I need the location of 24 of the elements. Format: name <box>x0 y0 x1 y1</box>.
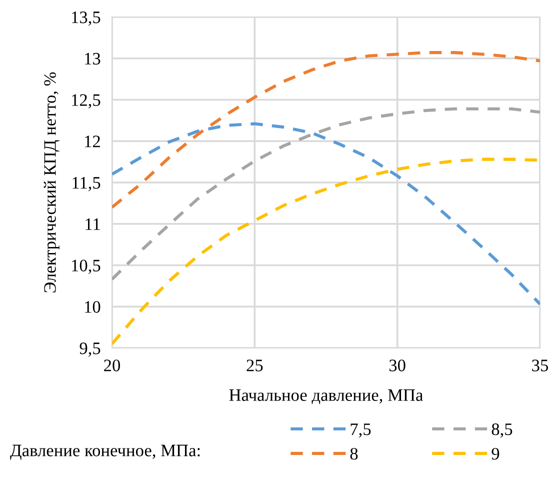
x-tick-label: 25 <box>246 360 263 372</box>
line-series <box>112 107 540 281</box>
legend-label: 7,5 <box>350 424 371 438</box>
legend-title: Давление конечное, МПа: <box>10 444 200 460</box>
x-tick-label: 30 <box>389 360 406 372</box>
y-tick-label: 10 <box>85 301 100 313</box>
y-tick-label: 12,5 <box>72 94 100 108</box>
y-axis-title: Электрический КПД нетто, % <box>44 72 60 292</box>
y-tick-label: 12 <box>85 136 100 148</box>
y-tick-label: 9,5 <box>80 342 100 357</box>
legend-label: 8 <box>350 448 358 460</box>
legend-label: 9 <box>492 448 500 460</box>
y-tick-label: 13 <box>85 52 100 65</box>
legend-label: 8,5 <box>492 423 512 438</box>
x-tick-label: 35 <box>532 360 548 372</box>
x-tick-label: 20 <box>104 360 120 372</box>
y-tick-label: 11 <box>86 218 100 230</box>
line-series <box>112 158 540 346</box>
line-series <box>112 51 540 209</box>
y-tick-label: 13,5 <box>72 12 100 26</box>
y-tick-label: 10,5 <box>72 260 100 274</box>
x-axis-title: Начальное давление, МПа <box>229 389 423 404</box>
y-tick-label: 11,5 <box>72 177 100 192</box>
line-series <box>112 122 540 306</box>
